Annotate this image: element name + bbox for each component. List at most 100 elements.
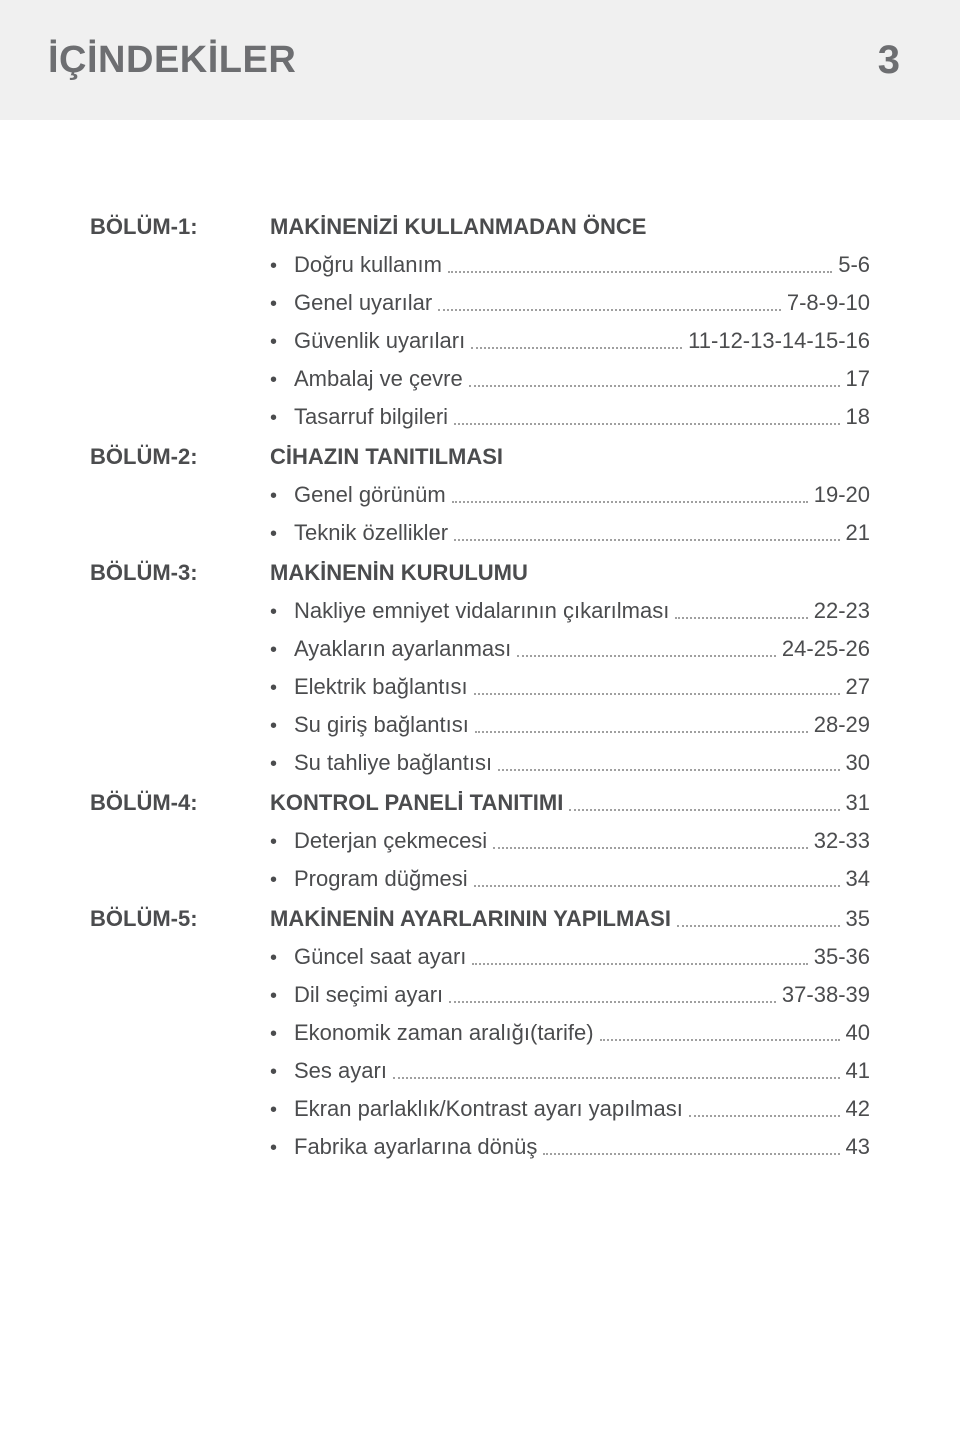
item-page: 34 (846, 866, 870, 892)
section-label: BÖLÜM-1: (90, 214, 270, 240)
item-text: Dil seçimi ayarı (294, 982, 443, 1008)
toc-section-row: BÖLÜM-5:MAKİNENİN AYARLARININ YAPILMASI3… (90, 906, 870, 932)
bullet-icon: • (270, 986, 294, 1006)
toc-section: BÖLÜM-1:MAKİNENİZİ KULLANMADAN ÖNCE •Doğr… (90, 214, 870, 430)
bullet-icon: • (270, 1062, 294, 1082)
item-body: •Su giriş bağlantısı28-29 (270, 712, 870, 738)
item-page: 37-38-39 (782, 982, 870, 1008)
item-page: 7-8-9-10 (787, 290, 870, 316)
item-body: •Güvenlik uyarıları11-12-13-14-15-16 (270, 328, 870, 354)
toc-item-row: •Ekran parlaklık/Kontrast ayarı yapılmas… (90, 1096, 870, 1122)
item-page: 22-23 (814, 598, 870, 624)
leader-dots (677, 925, 840, 927)
bullet-icon: • (270, 370, 294, 390)
toc-section-row: BÖLÜM-4:KONTROL PANELİ TANITIMI31 (90, 790, 870, 816)
item-text: Teknik özellikler (294, 520, 448, 546)
leader-dots (452, 501, 808, 503)
page: İÇİNDEKİLER 3 BÖLÜM-1:MAKİNENİZİ KULLANM… (0, 0, 960, 1435)
bullet-icon: • (270, 408, 294, 428)
item-body: •Elektrik bağlantısı27 (270, 674, 870, 700)
leader-dots (454, 539, 839, 541)
leader-dots (472, 963, 807, 965)
toc-item-row: •Ses ayarı41 (90, 1058, 870, 1084)
item-body: •Genel uyarılar 7-8-9-10 (270, 290, 870, 316)
leader-dots (498, 769, 839, 771)
section-label: BÖLÜM-4: (90, 790, 270, 816)
item-page: 28-29 (814, 712, 870, 738)
bullet-icon: • (270, 294, 294, 314)
bullet-icon: • (270, 332, 294, 352)
bullet-icon: • (270, 1138, 294, 1158)
leader-dots (474, 885, 840, 887)
page-title: İÇİNDEKİLER (48, 39, 296, 82)
item-text: Ayakların ayarlanması (294, 636, 511, 662)
item-body: •Su tahliye bağlantısı30 (270, 750, 870, 776)
leader-dots (600, 1039, 840, 1041)
toc-section: BÖLÜM-4:KONTROL PANELİ TANITIMI31•Deterj… (90, 790, 870, 892)
leader-dots (689, 1115, 840, 1117)
item-page: 11-12-13-14-15-16 (688, 328, 870, 354)
toc-item-row: •Güncel saat ayarı35-36 (90, 944, 870, 970)
leader-dots (675, 617, 807, 619)
toc-section-row: BÖLÜM-3:MAKİNENİN KURULUMU (90, 560, 870, 586)
item-body: •Teknik özellikler21 (270, 520, 870, 546)
section-page: 31 (846, 790, 870, 816)
item-page: 35-36 (814, 944, 870, 970)
item-page: 42 (846, 1096, 870, 1122)
toc-item-row: •Ayakların ayarlanması 24-25-26 (90, 636, 870, 662)
item-body: •Ekran parlaklık/Kontrast ayarı yapılmas… (270, 1096, 870, 1122)
item-page: 19-20 (814, 482, 870, 508)
item-page: 43 (846, 1134, 870, 1160)
item-text: Ekran parlaklık/Kontrast ayarı yapılması (294, 1096, 683, 1122)
toc-item-row: •Doğru kullanım5-6 (90, 252, 870, 278)
item-text: Ambalaj ve çevre (294, 366, 463, 392)
section-body: MAKİNENİN AYARLARININ YAPILMASI35 (270, 906, 870, 932)
item-text: Ses ayarı (294, 1058, 387, 1084)
toc-content: BÖLÜM-1:MAKİNENİZİ KULLANMADAN ÖNCE •Doğr… (0, 120, 960, 1208)
item-body: •Tasarruf bilgileri18 (270, 404, 870, 430)
toc-section: BÖLÜM-3:MAKİNENİN KURULUMU •Nakliye emniy… (90, 560, 870, 776)
item-page: 17 (846, 366, 870, 392)
item-body: •Ayakların ayarlanması 24-25-26 (270, 636, 870, 662)
item-page: 21 (846, 520, 870, 546)
toc-item-row: •Teknik özellikler21 (90, 520, 870, 546)
toc-item-row: •Genel uyarılar 7-8-9-10 (90, 290, 870, 316)
item-body: •Ambalaj ve çevre 17 (270, 366, 870, 392)
leader-dots (454, 423, 839, 425)
toc-item-row: •Fabrika ayarlarına dönüş 43 (90, 1134, 870, 1160)
header-bar: İÇİNDEKİLER 3 (0, 0, 960, 120)
toc-item-row: •Su tahliye bağlantısı30 (90, 750, 870, 776)
toc-section: BÖLÜM-5:MAKİNENİN AYARLARININ YAPILMASI3… (90, 906, 870, 1160)
item-text: Fabrika ayarlarına dönüş (294, 1134, 537, 1160)
section-body: CİHAZIN TANITILMASI (270, 444, 870, 470)
section-title: MAKİNENİZİ KULLANMADAN ÖNCE (270, 214, 646, 240)
item-page: 24-25-26 (782, 636, 870, 662)
item-body: •Fabrika ayarlarına dönüş 43 (270, 1134, 870, 1160)
toc-item-row: •Tasarruf bilgileri18 (90, 404, 870, 430)
toc-item-row: •Ambalaj ve çevre 17 (90, 366, 870, 392)
toc-item-row: •Ekonomik zaman aralığı(tarife)40 (90, 1020, 870, 1046)
bullet-icon: • (270, 1100, 294, 1120)
item-body: •Ses ayarı41 (270, 1058, 870, 1084)
toc-item-row: •Nakliye emniyet vidalarının çıkarılması… (90, 598, 870, 624)
bullet-icon: • (270, 486, 294, 506)
item-text: Deterjan çekmecesi (294, 828, 487, 854)
bullet-icon: • (270, 640, 294, 660)
section-page: 35 (846, 906, 870, 932)
bullet-icon: • (270, 1024, 294, 1044)
item-text: Genel uyarılar (294, 290, 432, 316)
leader-dots (517, 655, 776, 657)
section-body: MAKİNENİZİ KULLANMADAN ÖNCE (270, 214, 870, 240)
bullet-icon: • (270, 602, 294, 622)
page-number: 3 (878, 38, 900, 83)
toc-item-row: •Dil seçimi ayarı 37-38-39 (90, 982, 870, 1008)
item-text: Elektrik bağlantısı (294, 674, 468, 700)
bullet-icon: • (270, 256, 294, 276)
toc-item-row: •Program düğmesi34 (90, 866, 870, 892)
item-text: Genel görünüm (294, 482, 446, 508)
item-text: Program düğmesi (294, 866, 468, 892)
section-body: MAKİNENİN KURULUMU (270, 560, 870, 586)
leader-dots (474, 693, 840, 695)
item-body: •Ekonomik zaman aralığı(tarife)40 (270, 1020, 870, 1046)
bullet-icon: • (270, 754, 294, 774)
